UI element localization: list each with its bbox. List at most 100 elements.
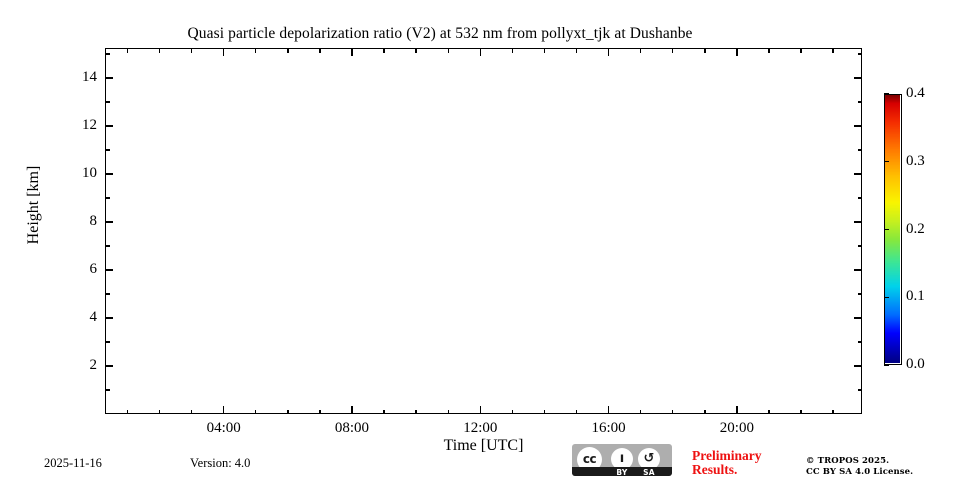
y-axis-tick (105, 365, 113, 367)
x-axis-tick (383, 48, 385, 53)
x-axis-tick (832, 48, 834, 53)
copyright-line-1: © TROPOS 2025. (806, 456, 890, 466)
y-axis-tick (105, 341, 110, 343)
copyright-line-2: CC BY SA 4.0 License. (806, 467, 914, 477)
page-title: Quasi particle depolarization ratio (V2)… (187, 25, 693, 42)
y-axis-tick (854, 317, 862, 319)
x-axis-tick (351, 406, 353, 414)
x-axis-tick (736, 406, 738, 414)
colorbar-tick (884, 296, 889, 298)
x-axis-tick (639, 48, 642, 53)
colorbar-tick-label: 0.2 (906, 220, 925, 237)
y-axis-tick (105, 149, 110, 151)
colorbar-tick (884, 161, 889, 163)
cc-by-person-icon: ı (611, 447, 633, 470)
y-axis-tick (105, 125, 113, 127)
x-axis-tick (415, 409, 417, 414)
x-axis-tick (575, 48, 578, 53)
y-axis-tick (854, 365, 862, 367)
x-axis-tick (447, 48, 449, 53)
y-axis-tick (857, 341, 862, 343)
y-axis-tick (105, 245, 110, 247)
y-axis-tick (105, 269, 113, 271)
x-axis-tick (126, 409, 129, 414)
x-axis-label: Time [UTC] (443, 437, 524, 454)
x-axis-tick (543, 409, 546, 414)
colorbar-tick-label: 0.0 (906, 356, 925, 372)
x-axis-tick (447, 409, 449, 414)
colorbar-tick (884, 228, 889, 231)
y-axis-tick (105, 389, 110, 391)
x-axis-tick (479, 48, 481, 56)
x-axis-tick (800, 48, 802, 53)
plot-axes-frame (105, 48, 862, 414)
colorbar-tick (884, 93, 889, 95)
x-axis-tick (832, 409, 834, 414)
y-axis-tick (854, 269, 862, 271)
preliminary-line-1: Preliminary (692, 448, 762, 463)
preliminary-results-notice: Preliminary Results. (692, 449, 802, 477)
colorbar-gradient (885, 95, 901, 364)
y-axis-tick (857, 197, 862, 199)
y-axis-tick (105, 173, 113, 175)
x-axis-tick (736, 48, 738, 56)
y-axis-tick (105, 197, 110, 199)
y-axis-tick (105, 101, 110, 103)
x-axis-tick (704, 48, 706, 53)
x-axis-tick (351, 48, 353, 56)
x-axis-tick (222, 406, 225, 414)
y-axis-tick (857, 53, 862, 55)
x-axis-tick (768, 409, 770, 414)
x-axis-tick (190, 48, 193, 53)
x-axis-tick (255, 48, 257, 53)
x-axis-tick (511, 48, 514, 53)
colorbar-tick-label: 0.4 (906, 85, 925, 101)
y-axis-tick (857, 101, 862, 103)
y-axis-tick (105, 317, 113, 319)
x-axis-tick (287, 48, 289, 53)
y-axis-tick (105, 221, 113, 223)
x-axis-tick-label: 04:00 (206, 420, 241, 436)
y-axis-tick-label: 2 (89, 357, 98, 373)
x-axis-tick (768, 48, 770, 53)
x-axis-tick (287, 409, 289, 414)
x-axis-tick (704, 409, 706, 414)
y-axis-tick (857, 245, 862, 247)
y-axis-tick (854, 221, 862, 223)
cc-license-badge-icon[interactable]: cc ı ↺ BY SA (572, 444, 672, 477)
x-axis-tick-label: 08:00 (334, 420, 370, 436)
x-axis-tick-label: 16:00 (591, 420, 626, 436)
x-axis-tick-label: 20:00 (719, 420, 754, 436)
y-axis-tick (857, 389, 862, 391)
y-axis-tick-label: 14 (82, 69, 97, 85)
colorbar-tick-label: 0.3 (906, 152, 925, 169)
x-axis-tick (479, 406, 481, 414)
cc-badge-strip (572, 467, 672, 476)
cc-by-label: BY (616, 467, 628, 477)
y-axis-tick (857, 149, 862, 151)
x-axis-tick (158, 409, 161, 414)
y-axis-tick (854, 125, 862, 127)
x-axis-tick (575, 409, 578, 414)
y-axis-tick (854, 173, 862, 175)
preliminary-line-2: Results. (692, 462, 738, 477)
y-axis-tick-label: 6 (89, 261, 98, 277)
x-axis-tick-label: 12:00 (463, 420, 498, 436)
y-axis-tick-label: 4 (89, 309, 98, 325)
x-axis-tick (415, 48, 417, 53)
x-axis-tick (511, 409, 514, 414)
x-axis-tick (607, 48, 610, 56)
footer-version: Version: 4.0 (190, 456, 251, 470)
x-axis-tick (672, 409, 674, 414)
y-axis-tick-label: 10 (82, 165, 97, 181)
y-axis-tick (857, 293, 862, 295)
x-axis-tick (639, 409, 642, 414)
x-axis-tick (255, 409, 257, 414)
y-axis-tick (854, 77, 862, 79)
x-axis-tick (319, 48, 321, 53)
x-axis-tick (800, 409, 802, 414)
colorbar-tick-label: 0.1 (906, 288, 925, 305)
cc-sa-label: SA (643, 467, 655, 477)
copyright-notice: © TROPOS 2025. CC BY SA 4.0 License. (806, 456, 913, 478)
